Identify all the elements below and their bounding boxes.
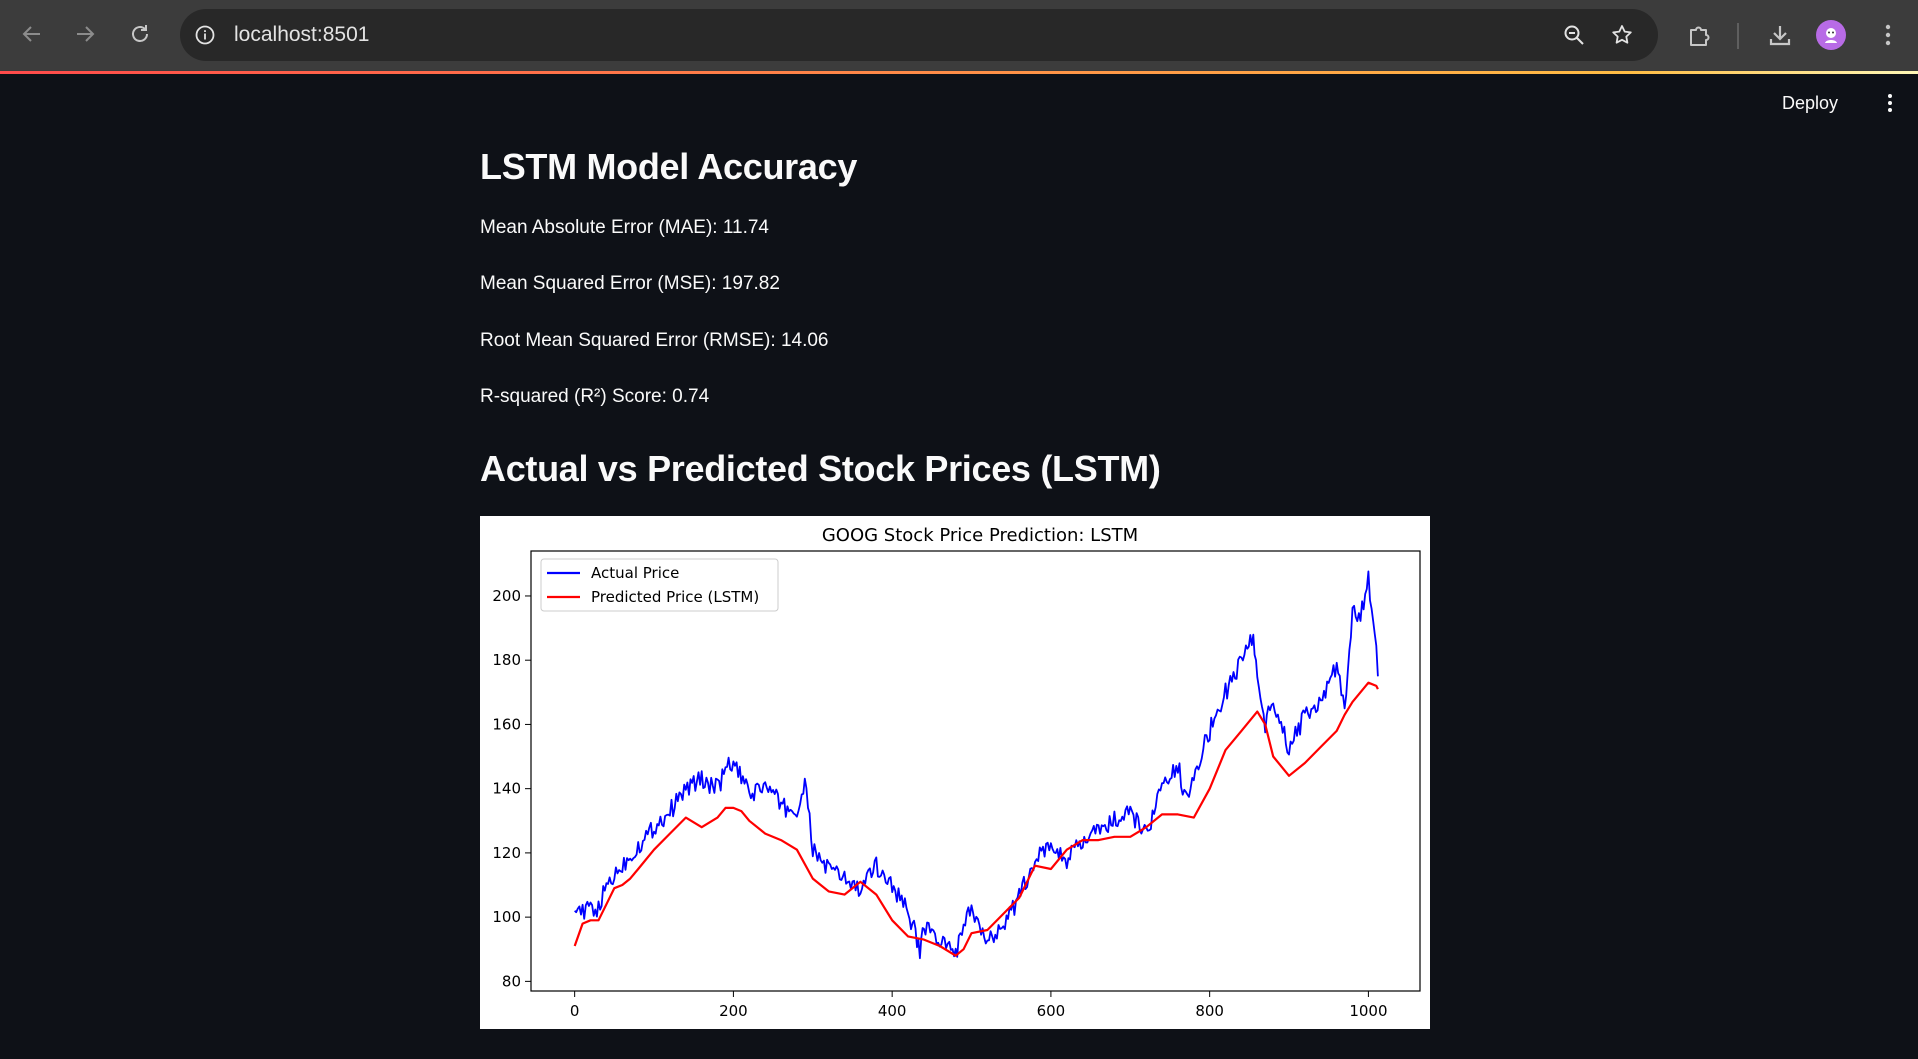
- star-icon[interactable]: [1606, 19, 1638, 51]
- browser-toolbar: localhost:8501: [0, 0, 1918, 71]
- legend-label: Actual Price: [591, 564, 679, 582]
- y-tick-label: 140: [492, 780, 521, 798]
- chart-image: GOOG Stock Price Prediction: LSTM 0 200 40…: [480, 516, 1430, 1029]
- mse-text: Mean Squared Error (MSE): 197.82: [480, 273, 780, 294]
- download-icon[interactable]: [1762, 17, 1798, 53]
- arrow-left-icon[interactable]: [12, 14, 52, 54]
- arrow-right-icon[interactable]: [65, 14, 105, 54]
- x-tick-label: 0: [570, 1002, 580, 1020]
- y-tick-label: 180: [492, 651, 521, 669]
- puzzle-icon[interactable]: [1681, 17, 1717, 53]
- toolbar-divider: [1737, 23, 1739, 49]
- accuracy-heading: LSTM Model Accuracy: [480, 146, 858, 187]
- deploy-button[interactable]: Deploy: [1782, 90, 1838, 116]
- chart-legend: Actual Price Predicted Price (LSTM): [540, 558, 779, 612]
- info-icon[interactable]: [192, 22, 218, 48]
- r2-text: R-squared (R²) Score: 0.74: [480, 386, 710, 407]
- y-tick-label: 100: [492, 908, 521, 926]
- url-text[interactable]: localhost:8501: [234, 23, 370, 46]
- kebab-icon[interactable]: [1870, 17, 1906, 53]
- x-tick-label: 600: [1037, 1002, 1066, 1020]
- plot-frame: [530, 550, 1421, 992]
- y-tick-label: 80: [502, 972, 521, 990]
- x-tick-label: 1000: [1349, 1002, 1387, 1020]
- predicted-price-line: [573, 681, 1379, 957]
- zoom-icon[interactable]: [1558, 19, 1590, 51]
- actual-price-line: [574, 570, 1379, 960]
- x-tick-label: 400: [878, 1002, 907, 1020]
- legend-box: [540, 558, 779, 612]
- mae-text: Mean Absolute Error (MAE): 11.74: [480, 217, 769, 238]
- legend-label: Predicted Price (LSTM): [591, 588, 759, 606]
- chart-heading: Actual vs Predicted Stock Prices (LSTM): [480, 448, 1161, 489]
- x-tick-label: 800: [1195, 1002, 1224, 1020]
- profile-icon: [1825, 28, 1837, 43]
- avatar[interactable]: [1816, 20, 1846, 50]
- rmse-text: Root Mean Squared Error (RMSE): 14.06: [480, 330, 829, 351]
- y-tick-label: 160: [492, 715, 521, 733]
- reload-icon[interactable]: [120, 14, 160, 54]
- x-tick-label: 200: [719, 1002, 748, 1020]
- y-tick-label: 200: [492, 587, 521, 605]
- chart-title: GOOG Stock Price Prediction: LSTM: [822, 525, 1138, 546]
- stock-price-chart: GOOG Stock Price Prediction: LSTM 0 200 40…: [492, 525, 1421, 1020]
- main-menu-icon[interactable]: [1880, 90, 1900, 116]
- y-tick-label: 120: [492, 844, 521, 862]
- header-decoration: [0, 71, 1918, 74]
- address-bar[interactable]: localhost:8501: [180, 9, 1658, 61]
